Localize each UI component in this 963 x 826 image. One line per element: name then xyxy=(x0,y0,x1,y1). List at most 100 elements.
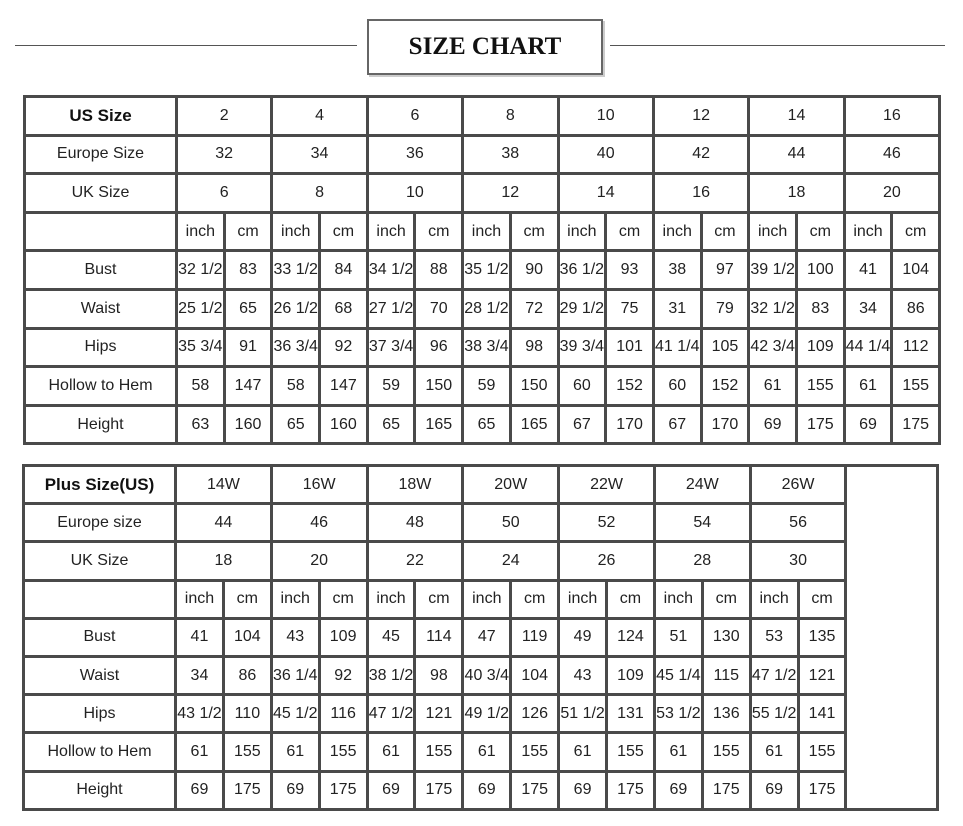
unit-row-label-empty xyxy=(23,210,178,253)
value-cm: 130 xyxy=(700,616,752,658)
unit-cm: cm xyxy=(508,210,560,253)
unit-inch: inch xyxy=(748,578,800,620)
value-cm: 114 xyxy=(413,616,465,658)
unit-inch: inch xyxy=(174,578,225,620)
value-cm: 141 xyxy=(796,693,848,735)
value-inch: 69 xyxy=(842,403,894,446)
value-cm: 109 xyxy=(794,326,846,369)
uk-value: 16 xyxy=(651,172,751,214)
value-inch: 53 xyxy=(748,616,800,658)
measurement-row: Hollow to Hem 58 147 58 147 59 150 59 150 60 152 60… xyxy=(23,365,942,407)
value-inch: 63 xyxy=(175,403,226,446)
value-cm: 135 xyxy=(796,616,848,658)
value-cm: 98 xyxy=(413,654,465,697)
value-inch: 47 1/2 xyxy=(748,654,800,697)
value-cm: 79 xyxy=(699,287,751,330)
value-inch: 29 1/2 xyxy=(556,287,608,330)
size-header-row: Plus Size(US) 14W 16W 18W 20W 22W 24W 26W xyxy=(22,463,940,811)
value-cm: 126 xyxy=(509,693,561,735)
uk-value: 28 xyxy=(652,540,752,582)
europe-value: 36 xyxy=(365,133,465,176)
value-inch: 60 xyxy=(556,365,608,407)
value-inch: 61 xyxy=(557,731,609,773)
measurement-label: Hollow to Hem xyxy=(22,731,177,773)
value-cm: 170 xyxy=(699,403,751,446)
value-inch: 45 1/4 xyxy=(652,654,704,697)
title-rule-right xyxy=(610,45,945,46)
uk-size-row: UK Size 18 20 22 24 26 28 30 xyxy=(22,540,938,582)
value-inch: 47 1/2 xyxy=(365,693,417,735)
uk-value: 30 xyxy=(748,540,848,582)
value-inch: 44 1/4 xyxy=(842,326,894,369)
unit-inch: inch xyxy=(175,210,226,253)
size-header-row: US Size 2 4 6 8 10 12 14 16 xyxy=(23,95,942,137)
uk-value: 26 xyxy=(557,540,656,582)
value-inch: 60 xyxy=(651,365,703,407)
value-cm: 110 xyxy=(221,693,273,735)
value-cm: 147 xyxy=(222,365,274,407)
value-inch: 33 1/2 xyxy=(270,249,322,291)
value-inch: 61 xyxy=(748,731,800,773)
measurement-label: Height xyxy=(22,769,177,811)
value-cm: 121 xyxy=(413,693,465,735)
unit-cm: cm xyxy=(890,210,942,253)
measurement-row: Hips 43 1/2 110 45 1/2 116 47 1/2 121 49 1/2 126… xyxy=(22,693,938,735)
sizes-value: 20W xyxy=(461,463,561,506)
sizes-value: 26W xyxy=(748,463,848,506)
unit-cm: cm xyxy=(222,210,274,253)
value-cm: 175 xyxy=(509,769,561,811)
value-cm: 97 xyxy=(699,249,751,291)
europe-value: 52 xyxy=(557,502,656,544)
value-inch: 34 xyxy=(842,287,894,330)
unit-inch: inch xyxy=(270,210,322,253)
europe-value: 54 xyxy=(652,502,752,544)
value-inch: 32 1/2 xyxy=(747,287,798,330)
value-inch: 26 1/2 xyxy=(270,287,322,330)
measurement-label: Waist xyxy=(22,654,177,697)
uk-value: 6 xyxy=(174,172,274,214)
value-inch: 27 1/2 xyxy=(365,287,417,330)
value-cm: 112 xyxy=(890,326,942,369)
value-inch: 61 xyxy=(747,365,798,407)
value-cm: 101 xyxy=(604,326,655,369)
value-inch: 61 xyxy=(269,731,321,773)
unit-inch: inch xyxy=(365,578,417,620)
value-inch: 38 3/4 xyxy=(461,326,512,369)
value-cm: 155 xyxy=(413,731,465,773)
europe-value: 56 xyxy=(748,502,848,544)
uk-value: 22 xyxy=(365,540,465,582)
value-inch: 58 xyxy=(175,365,226,407)
value-cm: 152 xyxy=(699,365,751,407)
row-label: Europe size xyxy=(22,502,177,544)
value-cm: 109 xyxy=(317,616,369,658)
value-cm: 136 xyxy=(700,693,752,735)
value-cm: 175 xyxy=(605,769,656,811)
measurement-row: Height 69 175 69 175 69 175 69 175 69 175 69 175 69 17… xyxy=(22,769,938,811)
value-inch: 53 1/2 xyxy=(652,693,704,735)
measurement-label: Height xyxy=(23,403,178,446)
value-inch: 65 xyxy=(365,403,417,446)
measurement-label: Bust xyxy=(22,616,177,658)
sizes-value: 16 xyxy=(842,95,942,137)
value-cm: 115 xyxy=(700,654,752,697)
value-inch: 55 1/2 xyxy=(748,693,800,735)
value-inch: 45 xyxy=(365,616,417,658)
value-inch: 47 xyxy=(461,616,513,658)
unit-row: inch cm inch cm inch cm inch cm inch cm inch cm inch… xyxy=(22,578,938,620)
value-inch: 35 1/2 xyxy=(461,249,512,291)
unit-inch: inch xyxy=(652,578,704,620)
row-label: Europe Size xyxy=(23,133,178,176)
value-cm: 175 xyxy=(221,769,273,811)
unit-inch: inch xyxy=(557,578,609,620)
uk-size-row: UK Size 6 8 10 12 14 16 18 20 xyxy=(23,172,942,214)
value-cm: 83 xyxy=(794,287,846,330)
value-cm: 155 xyxy=(605,731,656,773)
unit-row-label-empty xyxy=(22,578,177,620)
value-inch: 31 xyxy=(651,287,703,330)
uk-value: 12 xyxy=(461,172,560,214)
unit-inch: inch xyxy=(556,210,608,253)
value-inch: 58 xyxy=(270,365,322,407)
unit-inch: inch xyxy=(651,210,703,253)
value-cm: 83 xyxy=(222,249,274,291)
value-cm: 165 xyxy=(508,403,560,446)
